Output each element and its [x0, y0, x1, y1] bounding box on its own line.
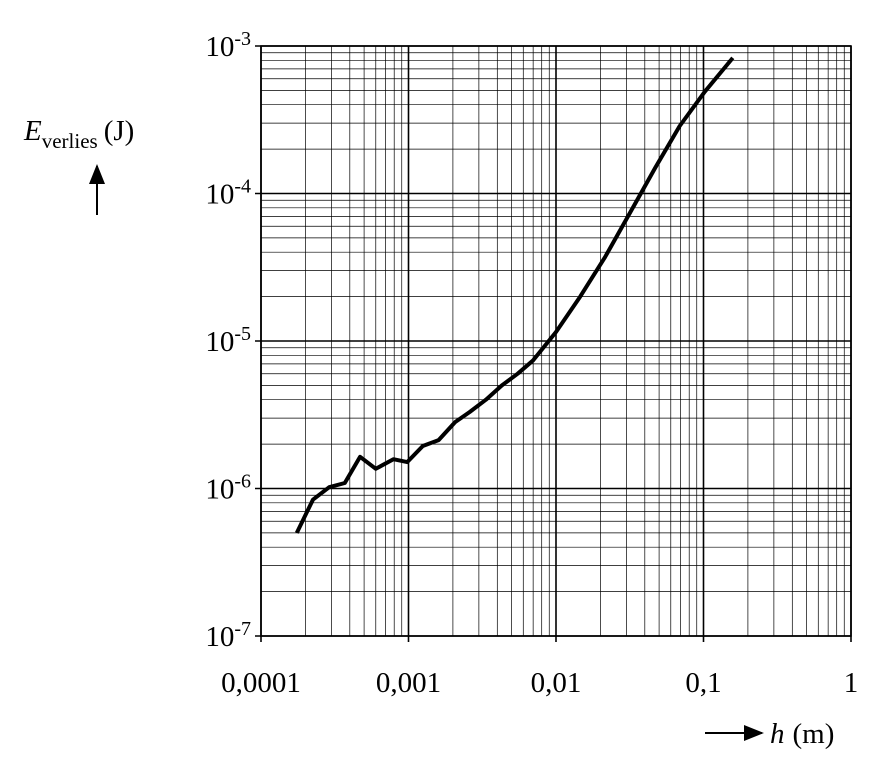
y-unit: (J): [104, 115, 135, 147]
x-tick-label: 0,0001: [221, 667, 301, 699]
x-unit: (m): [793, 718, 835, 750]
y-tick-label: 10-7: [205, 618, 251, 653]
y-symbol: E: [23, 115, 42, 147]
plot-frame: [260, 45, 852, 637]
x-tick-label: 0,01: [531, 667, 582, 699]
y-tick-label: 10-5: [205, 323, 251, 358]
x-tick-label: 0,001: [376, 667, 441, 699]
grid: [255, 45, 852, 642]
x-symbol: h: [770, 718, 785, 750]
x-tick-label: 0,1: [685, 667, 721, 699]
y-axis-label: Everlies (J): [23, 115, 134, 153]
data-line: [295, 56, 735, 534]
y-tick-label: 10-3: [205, 28, 251, 63]
y-tick-label: 10-4: [205, 176, 251, 211]
y-subscript: verlies: [42, 129, 98, 153]
y-tick-label: 10-6: [205, 471, 251, 506]
x-tick-label: 1: [844, 667, 859, 699]
x-axis-label: h (m): [770, 718, 834, 750]
